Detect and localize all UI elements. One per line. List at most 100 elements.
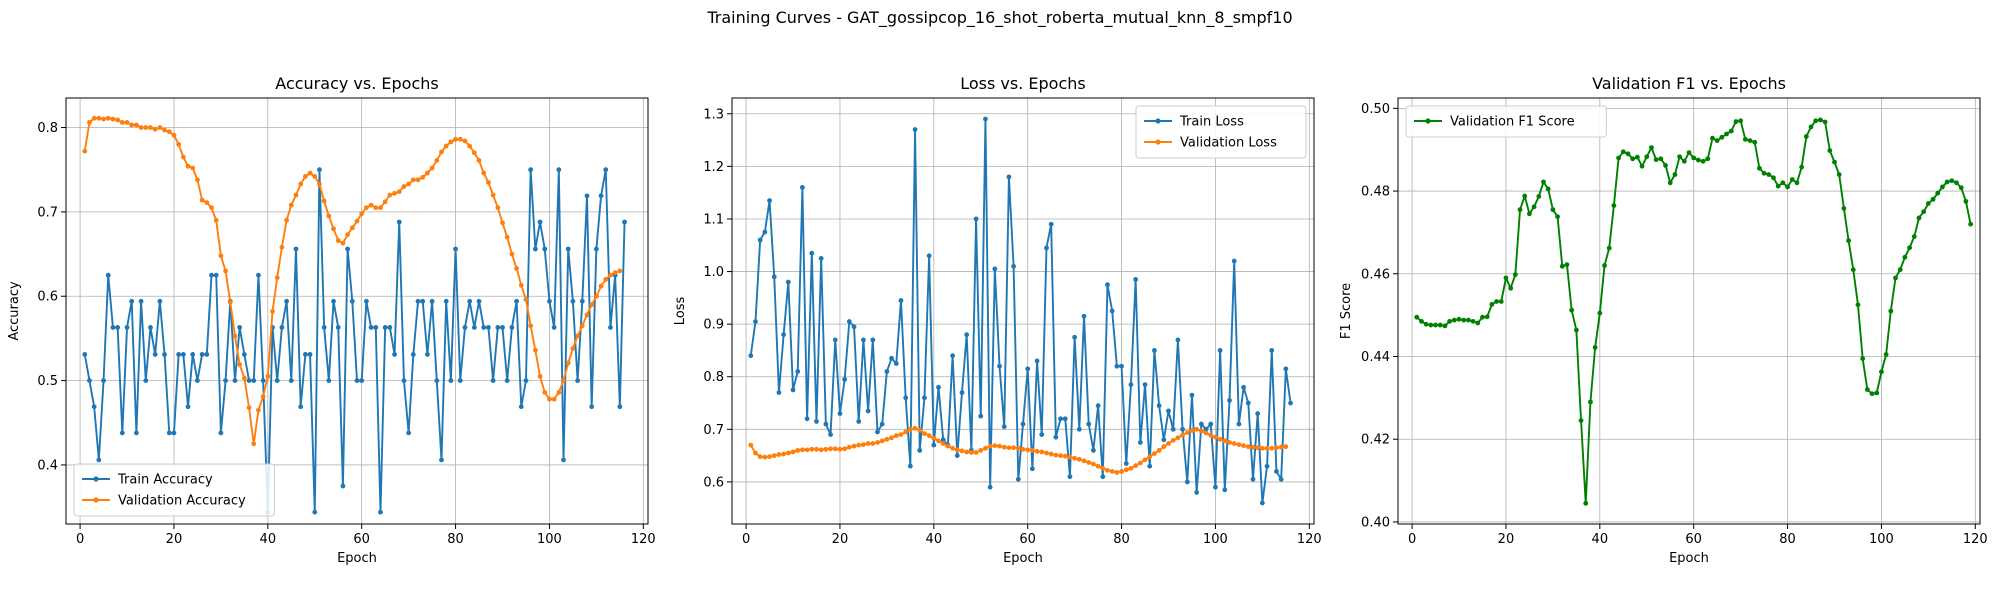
data-point [1189, 427, 1195, 433]
data-point [1695, 157, 1701, 163]
data-point [1935, 190, 1941, 196]
data-point [284, 298, 289, 304]
data-point [504, 378, 510, 383]
data-point [1916, 215, 1922, 221]
data-point [875, 429, 880, 435]
data-point [1076, 426, 1082, 432]
data-point [1128, 465, 1134, 471]
data-point [91, 115, 97, 121]
data-point [1757, 165, 1762, 171]
data-point [1705, 156, 1711, 162]
data-point [1241, 384, 1246, 390]
data-point [195, 177, 200, 183]
data-point [162, 127, 167, 133]
data-point [1968, 221, 1974, 227]
y-axis-label: Accuracy [7, 281, 22, 341]
data-point [1062, 453, 1068, 459]
data-point [1545, 186, 1551, 192]
data-point [1250, 476, 1256, 482]
data-point [1128, 382, 1134, 388]
data-point [1203, 430, 1209, 436]
data-point [856, 419, 862, 424]
data-point [176, 352, 182, 357]
x-tick-label: 0 [76, 532, 84, 547]
data-point [1274, 445, 1279, 451]
data-point [1686, 150, 1692, 155]
data-point [138, 298, 144, 304]
legend-marker [1155, 139, 1161, 145]
data-point [1442, 323, 1448, 329]
data-point [1264, 463, 1270, 469]
data-point [1137, 440, 1143, 445]
data-point [565, 360, 571, 366]
chart-title: Loss vs. Epochs [960, 74, 1085, 93]
data-point [1269, 445, 1275, 451]
data-point [486, 325, 491, 330]
data-point [495, 325, 501, 330]
data-point [1039, 432, 1045, 437]
data-point [105, 115, 111, 121]
data-point [1001, 444, 1007, 450]
data-point [1058, 453, 1063, 459]
data-point [983, 445, 988, 451]
data-point [870, 337, 876, 343]
data-point [307, 352, 313, 357]
data-point [1789, 177, 1795, 182]
data-point [987, 484, 993, 490]
data-point [467, 298, 473, 304]
data-point [814, 419, 819, 424]
data-point [185, 163, 191, 169]
data-point [387, 325, 393, 330]
data-point [1109, 308, 1115, 314]
data-point [790, 387, 796, 393]
data-point [354, 218, 360, 224]
data-point [1114, 363, 1120, 369]
data-point [1166, 441, 1171, 446]
data-point [1451, 317, 1457, 323]
data-point [1855, 302, 1861, 308]
data-point [1794, 180, 1800, 186]
data-point [997, 363, 1002, 369]
data-point [608, 272, 613, 278]
series-line [83, 117, 621, 445]
data-point [884, 369, 890, 374]
data-point [973, 450, 979, 455]
data-point [992, 443, 998, 449]
data-point [1578, 418, 1584, 423]
x-tick-label: 120 [631, 532, 656, 547]
data-point [1086, 460, 1092, 465]
data-point [185, 404, 191, 410]
data-point [1419, 318, 1424, 324]
data-point [1194, 490, 1200, 495]
data-point [542, 390, 548, 395]
data-point [1466, 317, 1471, 323]
data-point [1949, 178, 1955, 184]
data-point [1278, 444, 1284, 450]
data-point [1156, 403, 1162, 409]
data-point [1001, 424, 1007, 430]
x-tick-label: 0 [1408, 532, 1416, 547]
data-point [1958, 185, 1964, 191]
data-point [823, 446, 829, 452]
y-tick-label: 0.7 [703, 423, 724, 438]
legend: Train Accuracy Validation Accuracy [73, 463, 275, 517]
data-point [443, 143, 449, 149]
data-point [926, 433, 932, 439]
data-point [589, 404, 595, 410]
data-point [180, 154, 186, 160]
data-point [603, 167, 609, 173]
data-point [1771, 175, 1776, 181]
axes-frame [1397, 97, 1981, 525]
data-point [926, 253, 932, 259]
data-point [1245, 444, 1251, 450]
data-point [439, 457, 444, 463]
data-point [345, 232, 351, 238]
data-point [1264, 445, 1270, 451]
data-point [818, 256, 824, 261]
data-point [1785, 184, 1790, 190]
data-point [1123, 461, 1129, 466]
data-point [551, 396, 557, 402]
data-point [509, 251, 515, 257]
data-point [1475, 320, 1481, 326]
data-point [439, 149, 444, 155]
